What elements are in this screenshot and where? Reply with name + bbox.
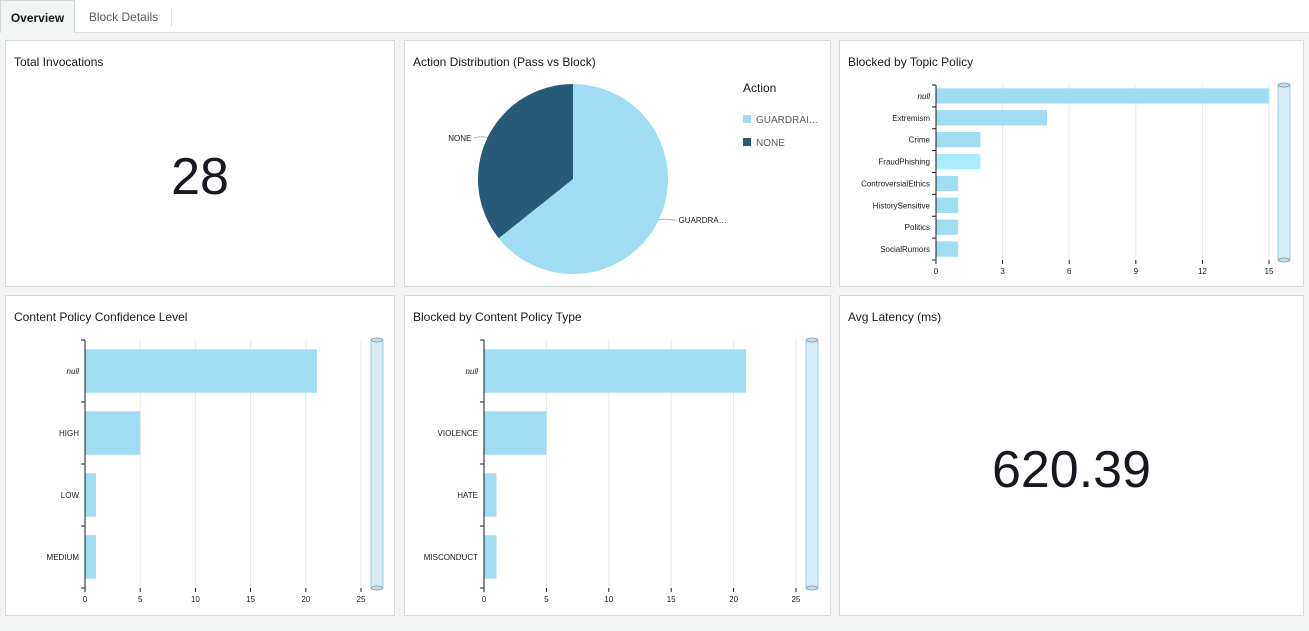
panel-action-distribution: Action Distribution (Pass vs Block) GUAR… bbox=[404, 40, 831, 287]
panel-title: Blocked by Topic Policy bbox=[848, 55, 974, 69]
pie-label-leader bbox=[658, 218, 677, 221]
category-label: Crime bbox=[909, 136, 931, 145]
pie-label-leader bbox=[473, 136, 488, 139]
bar bbox=[936, 88, 1269, 104]
legend-swatch bbox=[743, 115, 751, 123]
scrollbar-handle-bottom[interactable] bbox=[370, 585, 384, 591]
chart-scrollbar[interactable] bbox=[1277, 84, 1291, 261]
bar bbox=[936, 175, 959, 192]
x-tick-label: 20 bbox=[729, 595, 738, 604]
panel-title: Content Policy Confidence Level bbox=[14, 310, 188, 324]
tab-block-details[interactable]: Block Details bbox=[88, 10, 159, 24]
content-policy-type-bar-chart: null VIOLENCE HATE MISCONDUCT 0 5 10 15 20 25 bbox=[424, 337, 819, 604]
category-label: HistorySensitive bbox=[873, 201, 931, 210]
category-label: MISCONDUCT bbox=[424, 553, 478, 562]
x-tick-label: 25 bbox=[357, 595, 366, 604]
chart-scrollbar[interactable] bbox=[805, 339, 819, 589]
category-label: HATE bbox=[457, 491, 478, 500]
pie-slice-label: GUARDRA… bbox=[679, 216, 727, 225]
bar bbox=[936, 132, 981, 148]
pie-chart: GUARDRA… NONE Action GUARDRAI… NONE bbox=[448, 81, 819, 274]
bar bbox=[484, 411, 547, 455]
category-label: MEDIUM bbox=[47, 553, 80, 562]
x-tick-label: 3 bbox=[1000, 267, 1005, 276]
x-tick-label: 6 bbox=[1067, 267, 1072, 276]
panel-topic-policy: Blocked by Topic Policy null Extremism Cri… bbox=[839, 40, 1304, 287]
x-tick-label: 0 bbox=[482, 595, 487, 604]
bar bbox=[936, 219, 959, 235]
panel-title: Blocked by Content Policy Type bbox=[413, 310, 582, 324]
panel-title: Avg Latency (ms) bbox=[848, 310, 942, 324]
x-tick-label: 10 bbox=[191, 595, 200, 604]
total-invocations-value: 28 bbox=[171, 148, 229, 206]
scrollbar-handle-top[interactable] bbox=[370, 337, 384, 343]
bar bbox=[484, 535, 497, 579]
x-tick-label: 5 bbox=[544, 595, 549, 604]
x-tick-label: 15 bbox=[246, 595, 255, 604]
legend-title: Action bbox=[743, 81, 776, 95]
category-label: VIOLENCE bbox=[438, 429, 478, 438]
x-tick-label: 0 bbox=[934, 267, 939, 276]
x-tick-label: 10 bbox=[604, 595, 613, 604]
pie-slice bbox=[477, 84, 573, 239]
category-label: ControversialEthics bbox=[861, 179, 930, 188]
bar bbox=[85, 349, 317, 393]
chart-scrollbar[interactable] bbox=[370, 339, 384, 589]
bar bbox=[85, 411, 141, 455]
bar bbox=[936, 153, 981, 170]
category-label: SocialRumors bbox=[880, 245, 930, 254]
tab-divider bbox=[171, 8, 172, 26]
pie-slice bbox=[498, 84, 668, 274]
scrollbar-handle-top[interactable] bbox=[1277, 82, 1291, 88]
legend-label: GUARDRAI… bbox=[756, 115, 819, 126]
confidence-level-bar-chart: null HIGH LOW MEDIUM 0 5 10 15 20 25 bbox=[47, 337, 384, 604]
panel-total-invocations: Total Invocations 28 bbox=[5, 40, 395, 287]
bar bbox=[85, 535, 97, 579]
category-label: FraudPhishing bbox=[878, 158, 930, 167]
bar bbox=[484, 349, 747, 393]
category-label: HIGH bbox=[59, 429, 79, 438]
scrollbar-handle-bottom[interactable] bbox=[1277, 257, 1291, 263]
bar bbox=[484, 473, 497, 517]
category-label: null bbox=[466, 367, 479, 376]
x-tick-label: 15 bbox=[1265, 267, 1274, 276]
scrollbar-handle-top[interactable] bbox=[805, 337, 819, 343]
x-tick-label: 15 bbox=[667, 595, 676, 604]
x-tick-label: 25 bbox=[792, 595, 801, 604]
scrollbar-handle-bottom[interactable] bbox=[805, 585, 819, 591]
x-tick-label: 9 bbox=[1134, 267, 1139, 276]
category-label: Extremism bbox=[892, 114, 930, 123]
tab-overview[interactable]: Overview bbox=[0, 0, 75, 33]
category-label: null bbox=[918, 92, 931, 101]
category-label: null bbox=[67, 367, 80, 376]
x-tick-label: 0 bbox=[83, 595, 88, 604]
category-label: Politics bbox=[905, 223, 930, 232]
avg-latency-value: 620.39 bbox=[991, 441, 1152, 499]
bar bbox=[85, 473, 97, 517]
category-label: LOW bbox=[61, 491, 80, 500]
pie-slice-label: NONE bbox=[448, 134, 471, 143]
bar bbox=[936, 110, 1047, 126]
legend-label: NONE bbox=[756, 138, 785, 149]
panel-title: Total Invocations bbox=[14, 55, 104, 69]
x-tick-label: 20 bbox=[301, 595, 310, 604]
topic-policy-bar-chart: null Extremism Crime FraudPhishing Controver… bbox=[861, 82, 1291, 276]
legend-swatch bbox=[743, 138, 751, 146]
bar bbox=[936, 241, 959, 257]
x-tick-label: 5 bbox=[138, 595, 143, 604]
tab-bar: Overview Block Details bbox=[0, 0, 1309, 33]
panel-avg-latency: Avg Latency (ms) 620.39 bbox=[839, 295, 1304, 616]
bar bbox=[936, 197, 959, 213]
panel-content-policy-type: Blocked by Content Policy Type null VIOLE… bbox=[404, 295, 831, 616]
panel-title: Action Distribution (Pass vs Block) bbox=[413, 55, 596, 69]
panel-confidence-level: Content Policy Confidence Level null HIGH… bbox=[5, 295, 395, 616]
x-tick-label: 12 bbox=[1198, 267, 1207, 276]
